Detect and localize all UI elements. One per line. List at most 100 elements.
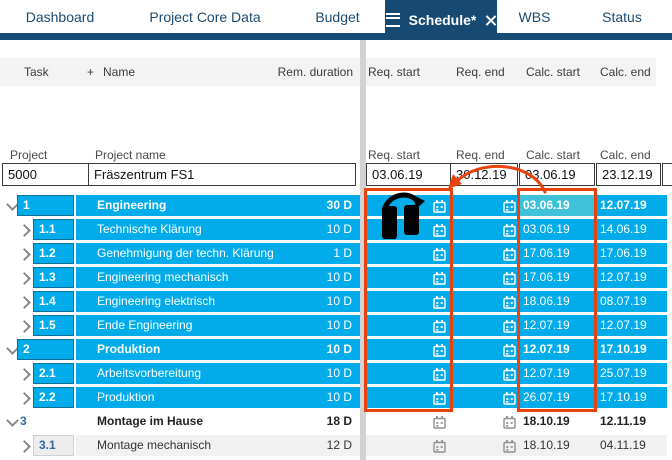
calc-start-cell[interactable]: 12.07.19: [523, 318, 570, 332]
calc-end-cell[interactable]: 14.06.19: [600, 222, 647, 236]
task-name-bar[interactable]: Montage im Hause 18 D: [76, 411, 360, 432]
task-duration[interactable]: 10 D: [326, 366, 352, 380]
tab-project-core-data[interactable]: Project Core Data: [120, 0, 290, 33]
task-row[interactable]: 2 Produktion 10 D 12.07.19 17.10.19: [0, 339, 672, 360]
calc-start-cell[interactable]: 18.10.19: [523, 438, 570, 452]
chevron-right-icon[interactable]: [18, 272, 31, 285]
calc-start-cell[interactable]: 12.07.19: [523, 366, 570, 380]
calendar-icon[interactable]: [503, 367, 516, 381]
tab-wbs[interactable]: WBS: [497, 0, 572, 33]
task-name-bar[interactable]: Produktion 10 D: [76, 387, 360, 408]
tab-budget[interactable]: Budget: [290, 0, 385, 33]
task-id-cell[interactable]: 3.1: [33, 435, 74, 456]
task-duration[interactable]: 10 D: [326, 390, 352, 404]
calc-end-cell[interactable]: 25.07.19: [600, 366, 647, 380]
task-id-cell[interactable]: 2.1: [33, 363, 74, 384]
calc-end-cell[interactable]: 17.10.19: [600, 342, 647, 356]
calendar-icon[interactable]: [503, 439, 516, 453]
calendar-icon[interactable]: [433, 247, 446, 261]
task-row[interactable]: 2.1 Arbeitsvorbereitung 10 D 12.07.19 25.07.…: [0, 363, 672, 384]
task-row[interactable]: 3 Montage im Hause 18 D 18.10.19 12.11.19: [0, 411, 672, 432]
calc-end-cell[interactable]: 08.07.19: [600, 294, 647, 308]
calendar-icon[interactable]: [503, 199, 516, 213]
calendar-icon[interactable]: [433, 439, 446, 453]
calendar-icon[interactable]: [433, 391, 446, 405]
task-id-cell[interactable]: 2.2: [33, 387, 74, 408]
project-extra-cell[interactable]: [662, 163, 672, 186]
task-id-cell[interactable]: 1: [17, 195, 74, 216]
task-row[interactable]: 1.4 Engineering elektrisch 10 D 18.06.19 08.…: [0, 291, 672, 312]
calc-start-cell[interactable]: 12.07.19: [523, 342, 570, 356]
task-id-cell[interactable]: 1.4: [33, 291, 74, 312]
task-duration[interactable]: 30 D: [326, 198, 352, 212]
chevron-right-icon[interactable]: [18, 320, 31, 333]
task-id-cell[interactable]: 1.5: [33, 315, 74, 336]
task-duration[interactable]: 18 D: [326, 414, 352, 428]
calendar-icon[interactable]: [433, 367, 446, 381]
project-name-cell[interactable]: Fräszentrum FS1: [88, 163, 356, 186]
col-header-calc-start[interactable]: Calc. start: [526, 65, 581, 79]
task-duration[interactable]: 12 D: [326, 438, 352, 452]
tab-dashboard[interactable]: Dashboard: [0, 0, 120, 33]
calendar-icon[interactable]: [433, 343, 446, 357]
calendar-icon[interactable]: [433, 319, 446, 333]
chevron-right-icon[interactable]: [18, 296, 31, 309]
task-duration[interactable]: 10 D: [326, 294, 352, 308]
task-name-bar[interactable]: Produktion 10 D: [76, 339, 360, 360]
task-duration[interactable]: 10 D: [326, 342, 352, 356]
col-header-calc-end[interactable]: Calc. end: [600, 65, 651, 79]
calendar-icon[interactable]: [433, 415, 446, 429]
task-duration[interactable]: 10 D: [326, 222, 352, 236]
task-row[interactable]: 1.1 Technische Klärung 10 D 03.06.19 14.06.1…: [0, 219, 672, 240]
pane-divider[interactable]: [360, 40, 366, 460]
col-header-rem-duration[interactable]: Rem. duration: [277, 65, 353, 79]
task-id-cell[interactable]: 1.3: [33, 267, 74, 288]
project-id-cell[interactable]: 5000: [2, 163, 89, 186]
close-icon[interactable]: [485, 15, 496, 26]
calendar-icon[interactable]: [503, 319, 516, 333]
task-row[interactable]: 2.2 Produktion 10 D 26.07.19 17.10.19: [0, 387, 672, 408]
task-row[interactable]: 1.5 Ende Engineering 10 D 12.07.19 12.07.19: [0, 315, 672, 336]
task-name-bar[interactable]: Technische Klärung 10 D: [76, 219, 360, 240]
project-req-end-cell[interactable]: 30.12.19: [450, 163, 518, 186]
calc-end-cell[interactable]: 17.06.19: [600, 246, 647, 260]
col-header-name[interactable]: Name: [103, 65, 136, 79]
calendar-icon[interactable]: [433, 295, 446, 309]
task-duration[interactable]: 1 D: [333, 246, 352, 260]
project-req-start-cell[interactable]: 03.06.19: [366, 163, 451, 186]
project-calc-start-cell[interactable]: 03.06.19: [519, 163, 595, 186]
calc-start-cell[interactable]: 26.07.19: [523, 390, 570, 404]
calc-end-cell[interactable]: 12.07.19: [600, 318, 647, 332]
chevron-down-icon[interactable]: [6, 414, 19, 427]
add-column-button[interactable]: +: [87, 65, 95, 79]
calc-start-cell[interactable]: 18.10.19: [523, 414, 570, 428]
task-id-cell[interactable]: 1.1: [33, 219, 74, 240]
calc-end-cell[interactable]: 17.10.19: [600, 390, 647, 404]
col-header-task[interactable]: Task: [24, 65, 49, 79]
task-duration[interactable]: 10 D: [326, 270, 352, 284]
tab-status[interactable]: Status: [572, 0, 672, 33]
task-name-bar[interactable]: Ende Engineering 10 D: [76, 315, 360, 336]
task-id-cell[interactable]: 2: [17, 339, 74, 360]
task-id-cell[interactable]: 3: [20, 414, 27, 428]
calc-start-cell[interactable]: 18.06.19: [523, 294, 570, 308]
chevron-right-icon[interactable]: [18, 368, 31, 381]
calendar-icon[interactable]: [433, 271, 446, 285]
calendar-icon[interactable]: [503, 295, 516, 309]
task-row[interactable]: 1.2 Genehmigung der techn. Klärung 1 D 17.0…: [0, 243, 672, 264]
calc-end-cell[interactable]: 12.07.19: [600, 270, 647, 284]
chevron-right-icon[interactable]: [18, 248, 31, 261]
task-name-bar[interactable]: Genehmigung der techn. Klärung 1 D: [76, 243, 360, 264]
calendar-icon[interactable]: [503, 391, 516, 405]
calendar-icon[interactable]: [433, 199, 446, 213]
calc-start-cell[interactable]: 03.06.19: [523, 198, 570, 212]
task-row[interactable]: 1.3 Engineering mechanisch 10 D 17.06.19 12.…: [0, 267, 672, 288]
task-duration[interactable]: 10 D: [326, 318, 352, 332]
task-name-bar[interactable]: Montage mechanisch 12 D: [76, 435, 360, 456]
col-header-req-end[interactable]: Req. end: [456, 65, 505, 79]
chevron-right-icon[interactable]: [18, 392, 31, 405]
calendar-icon[interactable]: [503, 247, 516, 261]
chevron-right-icon[interactable]: [18, 440, 31, 453]
task-name-bar[interactable]: Engineering elektrisch 10 D: [76, 291, 360, 312]
task-row[interactable]: 1 Engineering 30 D 03.06.19 12.07.19: [0, 195, 672, 216]
